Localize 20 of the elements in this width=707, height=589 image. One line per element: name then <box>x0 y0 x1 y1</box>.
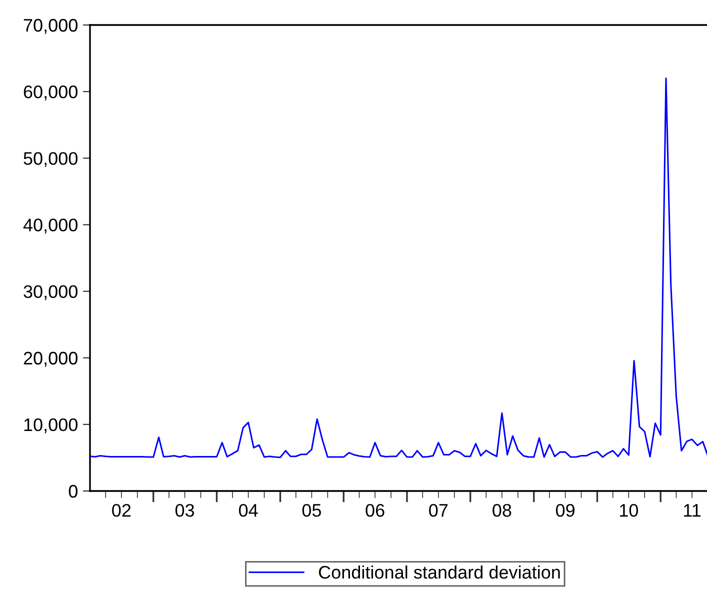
line-series <box>90 77 707 458</box>
y-tick-label: 20,000 <box>24 352 78 367</box>
x-tick-label: 05 <box>302 504 321 517</box>
y-tick-label: 40,000 <box>23 218 78 234</box>
y-tick-label: 0 <box>68 484 78 498</box>
y-tick-label: 10,000 <box>24 418 78 434</box>
x-tick-label: 04 <box>238 504 258 517</box>
y-tick-label: 30,000 <box>24 285 78 300</box>
x-tick-label: 07 <box>429 504 448 517</box>
x-tick-label: 10 <box>620 504 638 517</box>
x-tick-label: 08 <box>492 504 512 517</box>
x-tick-label: 02 <box>112 504 131 517</box>
y-tick-label: 70,000 <box>24 18 78 34</box>
x-tick-label: 09 <box>556 504 574 517</box>
x-tick-label: 06 <box>366 504 384 517</box>
y-tick-label: 60,000 <box>24 86 78 100</box>
x-tick-label: 11 <box>684 504 701 517</box>
y-tick-label: 50,000 <box>24 152 78 167</box>
legend-label: Conditional standard deviation <box>318 565 560 579</box>
x-tick-label: 03 <box>175 504 194 517</box>
